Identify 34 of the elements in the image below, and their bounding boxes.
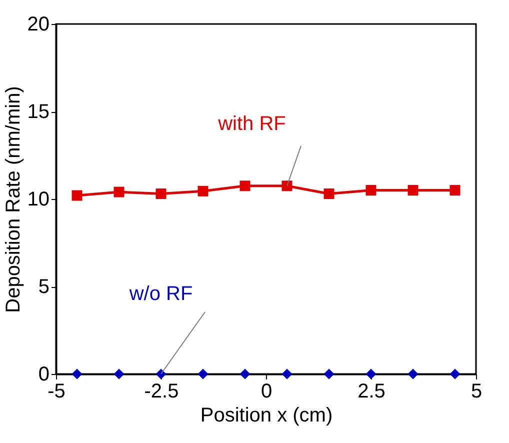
point — [282, 180, 292, 192]
point — [114, 186, 124, 198]
point — [72, 368, 82, 380]
point — [72, 190, 82, 201]
y-tick-label: 0 — [38, 364, 50, 386]
point — [240, 368, 250, 380]
point — [366, 368, 376, 380]
point — [408, 368, 418, 380]
annotation: with RF — [217, 112, 286, 135]
y-tick-label: 10 — [27, 188, 50, 210]
point — [366, 185, 376, 196]
point — [198, 368, 208, 380]
x-tick-label: -2.5 — [144, 380, 179, 402]
point — [324, 188, 334, 199]
x-tick-label: 2.5 — [358, 380, 386, 402]
x-axis-title: Position x (cm) — [200, 404, 333, 426]
y-tick-label: 20 — [27, 14, 50, 36]
annotation: w/o RF — [128, 283, 193, 305]
x-tick-label: -5 — [48, 380, 66, 402]
point — [282, 368, 292, 380]
x-tick-label: 5 — [470, 380, 482, 402]
point — [324, 368, 334, 380]
y-tick-label: 5 — [38, 276, 50, 298]
point — [450, 185, 460, 196]
point — [114, 368, 124, 380]
point — [198, 186, 208, 196]
point — [240, 180, 250, 192]
y-tick-label: 15 — [27, 101, 50, 123]
point — [156, 368, 166, 380]
point — [450, 368, 460, 380]
y-axis-title: Deposition Rate (nm/min) — [2, 86, 24, 313]
x-tick-label: 0 — [260, 380, 272, 402]
point — [408, 185, 418, 196]
point — [156, 188, 166, 199]
